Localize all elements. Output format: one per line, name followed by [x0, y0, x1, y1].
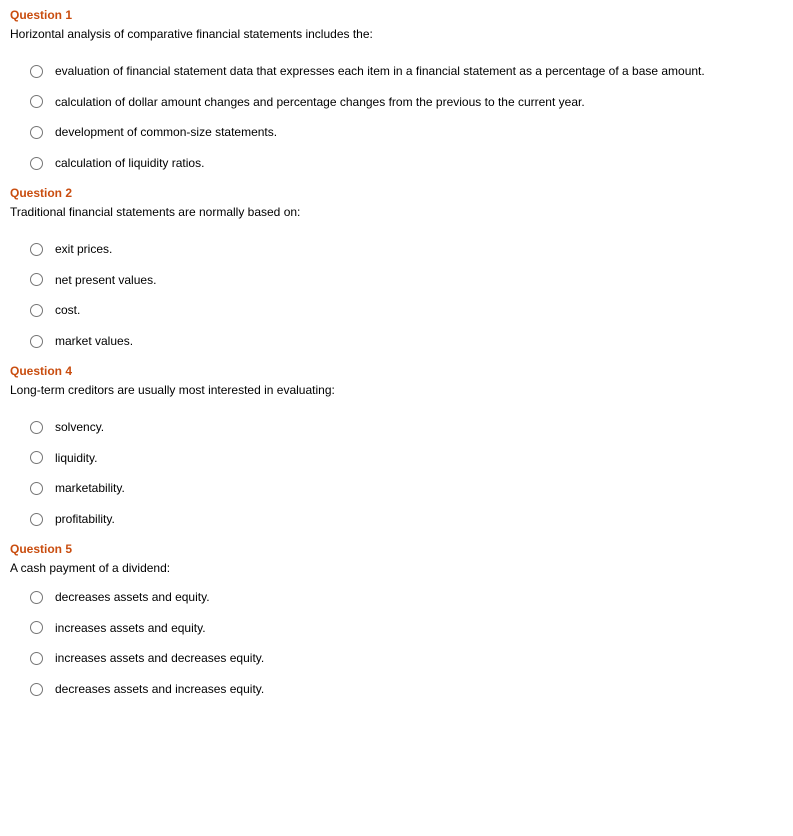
option-row: marketability.: [30, 480, 783, 497]
option-label: cost.: [55, 302, 783, 319]
option-row: cost.: [30, 302, 783, 319]
options-list: evaluation of financial statement data t…: [30, 63, 783, 172]
options-list: solvency. liquidity. marketability. prof…: [30, 419, 783, 528]
question-title: Question 1: [10, 8, 783, 22]
question-block-4: Question 4 Long-term creditors are usual…: [10, 364, 783, 528]
option-row: increases assets and equity.: [30, 620, 783, 637]
radio-option[interactable]: [30, 304, 43, 317]
question-prompt: Traditional financial statements are nor…: [10, 204, 783, 221]
radio-option[interactable]: [30, 95, 43, 108]
option-row: evaluation of financial statement data t…: [30, 63, 783, 80]
radio-option[interactable]: [30, 65, 43, 78]
option-label: exit prices.: [55, 241, 783, 258]
question-prompt: Horizontal analysis of comparative finan…: [10, 26, 783, 43]
radio-option[interactable]: [30, 157, 43, 170]
radio-option[interactable]: [30, 683, 43, 696]
radio-option[interactable]: [30, 482, 43, 495]
option-label: calculation of dollar amount changes and…: [55, 94, 783, 111]
radio-option[interactable]: [30, 591, 43, 604]
option-row: solvency.: [30, 419, 783, 436]
option-label: decreases assets and equity.: [55, 589, 783, 606]
question-block-1: Question 1 Horizontal analysis of compar…: [10, 8, 783, 172]
option-row: exit prices.: [30, 241, 783, 258]
radio-option[interactable]: [30, 451, 43, 464]
options-list: exit prices. net present values. cost. m…: [30, 241, 783, 350]
option-row: calculation of dollar amount changes and…: [30, 94, 783, 111]
option-label: increases assets and equity.: [55, 620, 783, 637]
option-row: liquidity.: [30, 450, 783, 467]
option-label: solvency.: [55, 419, 783, 436]
question-prompt: Long-term creditors are usually most int…: [10, 382, 783, 399]
question-block-5: Question 5 A cash payment of a dividend:…: [10, 542, 783, 698]
question-block-2: Question 2 Traditional financial stateme…: [10, 186, 783, 350]
option-row: market values.: [30, 333, 783, 350]
option-label: evaluation of financial statement data t…: [55, 63, 783, 80]
options-list: decreases assets and equity. increases a…: [30, 589, 783, 698]
radio-option[interactable]: [30, 621, 43, 634]
option-label: marketability.: [55, 480, 783, 497]
option-label: increases assets and decreases equity.: [55, 650, 783, 667]
radio-option[interactable]: [30, 652, 43, 665]
radio-option[interactable]: [30, 243, 43, 256]
option-label: development of common-size statements.: [55, 124, 783, 141]
radio-option[interactable]: [30, 126, 43, 139]
question-title: Question 2: [10, 186, 783, 200]
option-label: calculation of liquidity ratios.: [55, 155, 783, 172]
option-label: net present values.: [55, 272, 783, 289]
question-title: Question 4: [10, 364, 783, 378]
option-row: decreases assets and equity.: [30, 589, 783, 606]
option-label: liquidity.: [55, 450, 783, 467]
radio-option[interactable]: [30, 421, 43, 434]
option-row: development of common-size statements.: [30, 124, 783, 141]
option-label: profitability.: [55, 511, 783, 528]
option-row: calculation of liquidity ratios.: [30, 155, 783, 172]
option-row: decreases assets and increases equity.: [30, 681, 783, 698]
option-label: decreases assets and increases equity.: [55, 681, 783, 698]
question-prompt: A cash payment of a dividend:: [10, 560, 783, 577]
question-title: Question 5: [10, 542, 783, 556]
radio-option[interactable]: [30, 513, 43, 526]
option-label: market values.: [55, 333, 783, 350]
option-row: increases assets and decreases equity.: [30, 650, 783, 667]
option-row: profitability.: [30, 511, 783, 528]
radio-option[interactable]: [30, 273, 43, 286]
radio-option[interactable]: [30, 335, 43, 348]
option-row: net present values.: [30, 272, 783, 289]
